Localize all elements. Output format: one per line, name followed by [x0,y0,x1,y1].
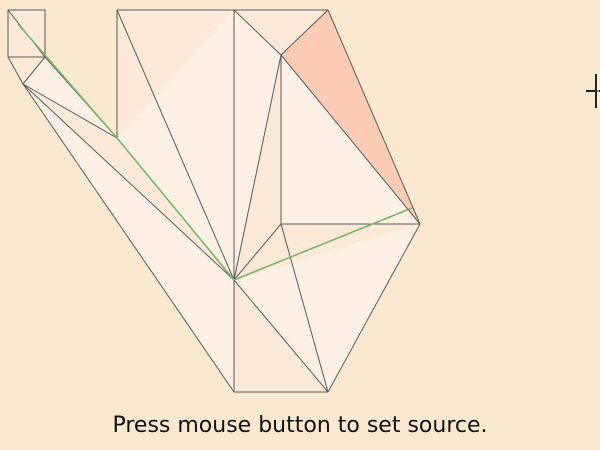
status-message: Press mouse button to set source. [112,413,488,438]
edge [280,9,329,56]
triangle-face [234,224,420,392]
edge [233,223,282,281]
triangulation-canvas[interactable] [0,0,600,410]
edge [7,9,46,58]
shortest-path [17,23,413,281]
edge [233,54,282,281]
crosshair-icon [586,74,600,108]
edge [22,83,235,281]
triangle-face [23,57,117,138]
edge [327,223,421,393]
edge [22,56,46,85]
triangle-face [8,57,45,84]
edge [7,56,24,85]
edge [233,9,282,56]
edge [22,83,118,139]
edge [22,83,235,393]
triangle-face [234,10,281,280]
edge [116,9,235,281]
edge [233,279,329,393]
triangle-faces [8,10,420,392]
triangle-face [234,10,328,55]
highlighted-triangle [281,10,420,224]
edge [280,54,421,225]
edge [327,9,421,225]
edge [280,223,329,393]
